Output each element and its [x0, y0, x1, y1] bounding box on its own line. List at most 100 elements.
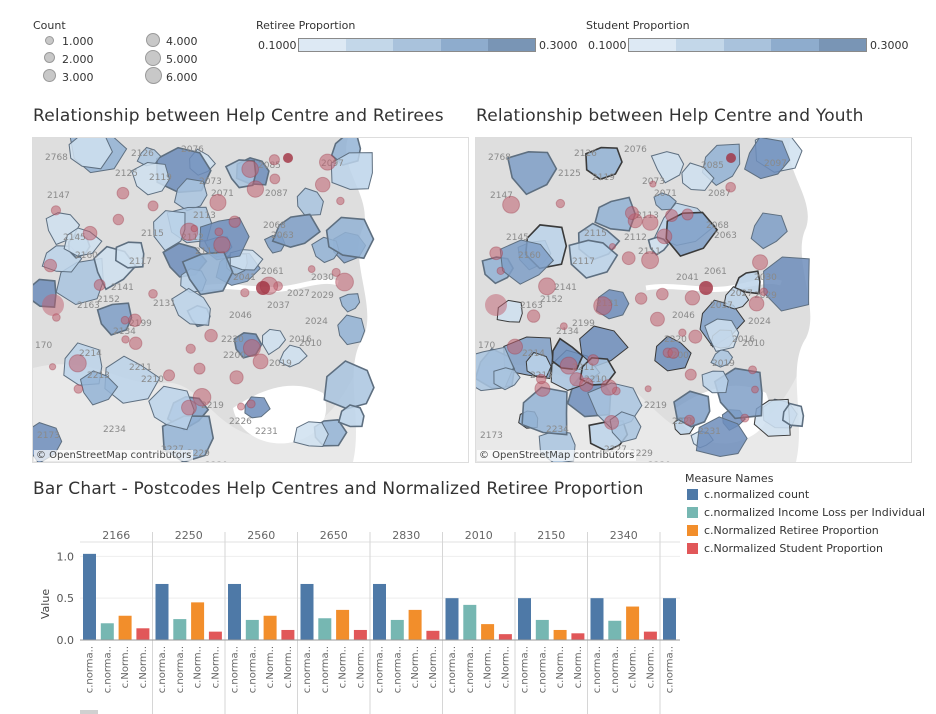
postcode-region[interactable]: [278, 344, 308, 368]
help-centre-marker[interactable]: [193, 362, 206, 375]
bar[interactable]: [463, 604, 477, 640]
postcode-region[interactable]: [650, 151, 685, 184]
postcode-region[interactable]: [153, 210, 186, 252]
help-centre-marker[interactable]: [331, 267, 341, 277]
help-centre-marker[interactable]: [752, 254, 769, 271]
retirees-map[interactable]: 2768212620762085209721472125211920732071…: [32, 137, 469, 463]
postcode-region[interactable]: [79, 370, 119, 406]
postcode-region[interactable]: [337, 404, 365, 428]
postcode-region[interactable]: [96, 302, 133, 336]
help-centre-marker[interactable]: [252, 353, 269, 370]
help-centre-marker[interactable]: [559, 356, 578, 375]
postcode-region[interactable]: [323, 360, 375, 410]
postcode-region[interactable]: [750, 212, 788, 250]
help-centre-marker[interactable]: [240, 288, 250, 298]
postcode-region[interactable]: [499, 239, 555, 285]
postcode-region[interactable]: [293, 421, 329, 448]
bar[interactable]: [191, 602, 205, 640]
bar[interactable]: [498, 634, 512, 640]
help-centre-marker[interactable]: [314, 176, 331, 193]
help-centre-marker[interactable]: [82, 225, 98, 241]
postcode-region[interactable]: [594, 196, 637, 232]
bar[interactable]: [228, 583, 241, 640]
help-centre-marker[interactable]: [740, 413, 750, 423]
help-centre-marker[interactable]: [213, 236, 231, 254]
help-centre-marker[interactable]: [185, 343, 196, 354]
help-centre-marker[interactable]: [181, 399, 197, 416]
help-centre-marker[interactable]: [678, 328, 687, 337]
help-centre-marker[interactable]: [204, 328, 218, 343]
bar[interactable]: [426, 630, 440, 640]
help-centre-marker[interactable]: [48, 363, 57, 371]
help-centre-marker[interactable]: [559, 322, 568, 331]
youth-map[interactable]: 2768212620762085209721472125211920732071…: [475, 137, 912, 463]
bar[interactable]: [263, 615, 277, 640]
measure-legend-item[interactable]: c.normalized count: [687, 485, 925, 503]
bar[interactable]: [481, 624, 495, 640]
postcode-region[interactable]: [171, 287, 211, 326]
help-centre-marker[interactable]: [148, 288, 158, 299]
help-centre-marker[interactable]: [93, 279, 106, 291]
bar[interactable]: [626, 606, 640, 640]
help-centre-marker[interactable]: [667, 347, 680, 359]
postcode-region[interactable]: [673, 390, 711, 428]
postcode-region[interactable]: [781, 402, 805, 428]
measure-legend-item[interactable]: c.normalized Income Loss per Individual: [687, 503, 925, 521]
postcode-region[interactable]: [325, 216, 375, 260]
help-centre-marker[interactable]: [283, 153, 293, 163]
help-centre-marker[interactable]: [489, 246, 504, 261]
help-centre-marker[interactable]: [241, 160, 259, 178]
postcode-region[interactable]: [337, 314, 366, 346]
help-centre-marker[interactable]: [759, 287, 769, 297]
postcode-region[interactable]: [585, 146, 623, 181]
help-centre-marker[interactable]: [656, 287, 669, 301]
osm-attribution[interactable]: © OpenStreetMap contributors: [34, 450, 194, 461]
postcode-region[interactable]: [131, 161, 170, 196]
bar[interactable]: [281, 629, 295, 640]
bar[interactable]: [535, 619, 549, 640]
bar[interactable]: [318, 618, 332, 640]
postcode-region[interactable]: [148, 385, 195, 431]
help-centre-marker[interactable]: [649, 180, 657, 188]
help-centre-marker[interactable]: [128, 336, 143, 350]
help-centre-marker[interactable]: [600, 379, 618, 396]
help-centre-marker[interactable]: [726, 153, 736, 163]
help-centre-marker[interactable]: [650, 311, 665, 327]
help-centre-marker[interactable]: [147, 200, 159, 212]
help-centre-marker[interactable]: [608, 242, 616, 250]
help-centre-marker[interactable]: [242, 339, 261, 358]
help-centre-marker[interactable]: [120, 315, 130, 325]
postcode-region[interactable]: [68, 138, 113, 170]
bar[interactable]: [118, 615, 132, 640]
bar[interactable]: [663, 598, 676, 640]
postcode-region[interactable]: [744, 138, 791, 180]
postcode-region[interactable]: [568, 239, 619, 279]
help-centre-marker[interactable]: [485, 294, 507, 316]
help-centre-marker[interactable]: [555, 198, 566, 209]
help-centre-marker[interactable]: [68, 354, 87, 373]
bar[interactable]: [336, 609, 350, 640]
bar[interactable]: [136, 628, 150, 640]
help-centre-marker[interactable]: [214, 227, 224, 237]
postcode-region[interactable]: [173, 178, 208, 212]
postcode-region[interactable]: [114, 241, 145, 269]
postcode-region[interactable]: [710, 349, 734, 368]
postcode-region[interactable]: [339, 293, 361, 313]
help-centre-marker[interactable]: [190, 224, 199, 233]
help-centre-marker[interactable]: [538, 277, 556, 296]
help-centre-marker[interactable]: [604, 414, 620, 431]
help-centre-marker[interactable]: [634, 292, 648, 305]
help-centre-marker[interactable]: [748, 365, 757, 375]
help-centre-marker[interactable]: [681, 208, 694, 221]
help-centre-marker[interactable]: [192, 388, 212, 407]
help-centre-marker[interactable]: [73, 384, 84, 394]
help-centre-marker[interactable]: [246, 399, 256, 409]
help-centre-marker[interactable]: [621, 251, 636, 266]
help-centre-marker[interactable]: [209, 193, 227, 211]
help-centre-marker[interactable]: [641, 251, 660, 270]
help-centre-marker[interactable]: [683, 414, 696, 426]
help-centre-marker[interactable]: [506, 338, 523, 355]
bar[interactable]: [208, 631, 222, 640]
help-centre-marker[interactable]: [116, 186, 130, 200]
help-centre-marker[interactable]: [163, 369, 176, 382]
